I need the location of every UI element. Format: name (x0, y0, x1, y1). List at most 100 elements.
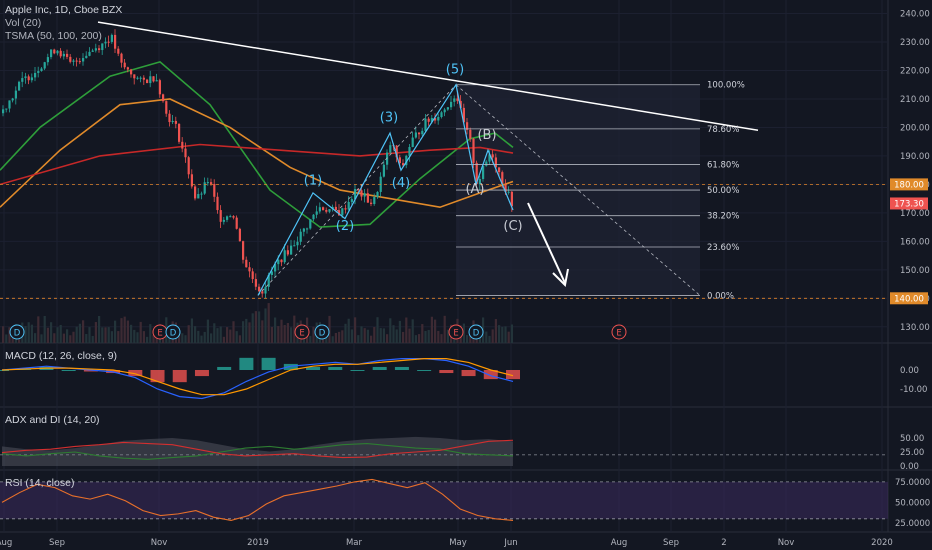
volume-bar (366, 329, 369, 343)
candle-body (475, 162, 478, 185)
time-tick-label: Sep (663, 538, 679, 548)
candle-body (306, 228, 309, 230)
candle-body (254, 279, 257, 287)
candle-body (75, 60, 78, 62)
fib-level-label: 78.60% (707, 125, 739, 135)
candle-body (280, 259, 283, 263)
volume-bar (59, 324, 62, 343)
macd-histogram-bar (261, 357, 276, 370)
volume-bar (130, 324, 133, 343)
candle-body (114, 34, 117, 49)
candle-body (421, 130, 424, 135)
candle-body (498, 167, 501, 173)
candle-body (110, 34, 113, 42)
volume-bar (82, 320, 85, 343)
fib-level-label: 23.60% (707, 243, 739, 253)
candle-body (213, 183, 216, 197)
candle-body (152, 76, 155, 82)
price-badge-label: 140.00 (894, 294, 924, 304)
event-marker-label: E (157, 329, 162, 339)
price-badge (890, 197, 928, 210)
volume-bar (494, 319, 497, 343)
volume-bar (270, 326, 273, 343)
candle-body (344, 208, 347, 210)
volume-legend: Vol (20) (5, 17, 42, 29)
volume-bar (386, 334, 389, 343)
volume-bar (152, 335, 155, 343)
candle-body (251, 271, 254, 280)
volume-bar (274, 317, 277, 343)
volume-bar (370, 335, 373, 343)
volume-bar (309, 335, 312, 343)
volume-bar (405, 317, 408, 343)
candle-body (450, 101, 453, 108)
candle-body (88, 51, 91, 56)
volume-bar (379, 328, 382, 343)
volume-bar (11, 335, 14, 343)
volume-bar (85, 334, 88, 343)
candle-body (53, 49, 56, 54)
candle-body (197, 194, 200, 199)
candle-body (194, 186, 197, 199)
candle-body (91, 50, 94, 52)
volume-bar (222, 336, 225, 343)
volume-bar (149, 324, 152, 343)
candle-body (293, 245, 296, 247)
volume-bar (184, 335, 187, 343)
time-tick-label: 2020 (871, 538, 893, 548)
event-marker-label: E (453, 329, 458, 339)
candle-body (232, 216, 235, 218)
candle-body (424, 118, 427, 131)
fib-level-label: 50.00% (707, 186, 739, 196)
candle-body (373, 197, 376, 204)
time-tick-label: May (449, 538, 467, 548)
candle-body (245, 259, 248, 268)
wave-label: (1) (304, 173, 322, 188)
candle-body (315, 211, 318, 215)
volume-bar (104, 327, 107, 343)
event-marker-label: D (319, 329, 326, 339)
candle-body (18, 81, 21, 91)
volume-bar (142, 331, 145, 343)
volume-bar (62, 333, 65, 343)
candle-body (459, 100, 462, 108)
time-tick-label: Sep (49, 538, 65, 548)
sma-line-200 (0, 143, 514, 186)
macd-signal-line (1, 358, 514, 396)
volume-bar (178, 331, 181, 343)
volume-bar (382, 328, 385, 343)
volume-bar (402, 331, 405, 343)
minus-di-line (1, 439, 514, 459)
adx-title: ADX and DI (14, 20) (5, 414, 100, 426)
candle-body (370, 202, 373, 204)
volume-bar (507, 331, 510, 343)
candle-body (101, 43, 104, 51)
candle-body (5, 108, 8, 110)
candle-body (34, 72, 37, 78)
candle-body (402, 163, 405, 166)
candle-body (286, 250, 289, 255)
volume-bar (24, 326, 27, 343)
volume-bar (123, 316, 126, 343)
volume-bar (290, 327, 293, 343)
candle-body (94, 48, 97, 51)
volume-bar (30, 324, 33, 343)
volume-bar (238, 335, 241, 343)
candle-body (267, 274, 270, 287)
volume-bar (27, 322, 30, 343)
candle-body (181, 141, 184, 149)
adx-tick-label: 50.00 (900, 434, 924, 444)
volume-bar (414, 335, 417, 343)
volume-bar (8, 327, 11, 343)
volume-bar (440, 334, 443, 343)
macd-histogram-bar (328, 366, 343, 370)
volume-bar (69, 335, 72, 343)
volume-bar (37, 316, 40, 343)
candle-body (318, 207, 321, 212)
candle-body (171, 120, 174, 123)
candle-body (98, 48, 101, 51)
event-marker-label: D (14, 329, 21, 339)
candle-body (40, 68, 43, 72)
price-tick-label: 130.00 (900, 323, 930, 333)
